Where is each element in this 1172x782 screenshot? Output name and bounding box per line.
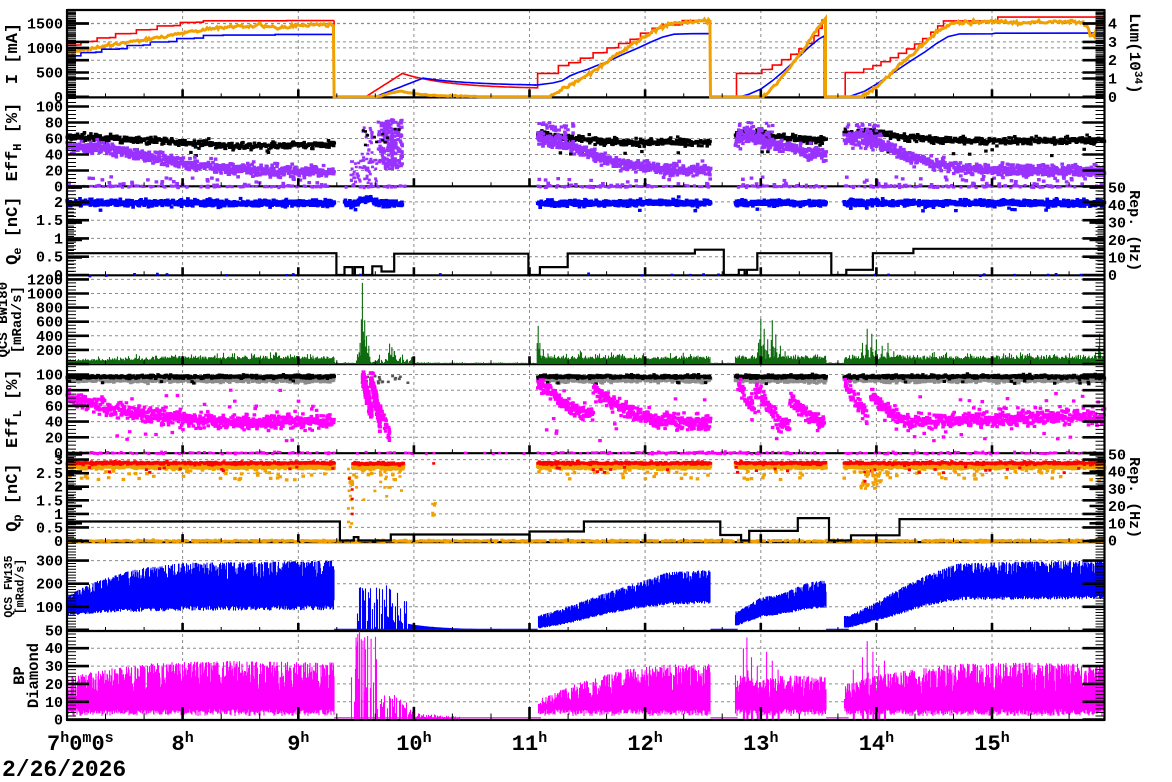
svg-text:20: 20 <box>1108 499 1126 516</box>
svg-text:0.5: 0.5 <box>36 520 63 537</box>
svg-text:40: 40 <box>45 641 63 658</box>
svg-text:[mRad/s]: [mRad/s] <box>15 559 28 614</box>
svg-text:40: 40 <box>45 415 63 432</box>
svg-text:0: 0 <box>1108 534 1117 551</box>
svg-text:500: 500 <box>36 66 63 83</box>
svg-text:Diamond: Diamond <box>25 643 43 708</box>
svg-text:2/26/2026: 2/26/2026 <box>2 757 126 782</box>
svg-text:3: 3 <box>54 453 63 470</box>
svg-text:QCS BW180: QCS BW180 <box>0 282 12 358</box>
svg-text:600: 600 <box>36 315 63 332</box>
svg-text:200: 200 <box>36 577 63 594</box>
svg-text:80: 80 <box>45 383 63 400</box>
svg-text:0: 0 <box>54 534 63 551</box>
svg-text:20: 20 <box>1108 233 1126 250</box>
svg-text:1.5: 1.5 <box>36 213 63 230</box>
svg-text:1500: 1500 <box>27 16 63 33</box>
svg-text:30: 30 <box>1108 216 1126 233</box>
svg-text:50: 50 <box>1108 447 1126 464</box>
svg-text:4: 4 <box>1108 17 1117 34</box>
svg-text:1: 1 <box>54 231 63 248</box>
svg-text:30: 30 <box>1108 482 1126 499</box>
svg-text:100: 100 <box>36 100 63 117</box>
svg-text:10: 10 <box>1108 251 1126 268</box>
svg-text:0: 0 <box>54 713 63 730</box>
svg-text:1000: 1000 <box>27 41 63 58</box>
svg-text:40: 40 <box>45 148 63 165</box>
svg-text:0.5: 0.5 <box>36 250 63 267</box>
svg-text:100: 100 <box>36 368 63 385</box>
svg-text:Qp [nC]: Qp [nC] <box>4 463 25 531</box>
svg-text:3: 3 <box>1108 35 1117 52</box>
svg-text:2.5: 2.5 <box>36 466 63 483</box>
svg-text:0: 0 <box>54 446 63 463</box>
svg-text:40: 40 <box>1108 465 1126 482</box>
svg-text:I [mA]: I [mA] <box>4 23 23 84</box>
svg-text:QCS FW135: QCS FW135 <box>3 555 16 617</box>
svg-text:30: 30 <box>45 659 63 676</box>
svg-text:60: 60 <box>45 132 63 149</box>
svg-text:2: 2 <box>54 480 63 497</box>
svg-text:0: 0 <box>1108 90 1117 107</box>
svg-text:EffL [%]: EffL [%] <box>4 369 25 448</box>
svg-text:1000: 1000 <box>27 287 63 304</box>
svg-text:1: 1 <box>54 507 63 524</box>
svg-text:0: 0 <box>54 90 63 107</box>
svg-text:300: 300 <box>36 554 63 571</box>
svg-text:1200: 1200 <box>27 272 63 289</box>
svg-text:Rep. (Hz): Rep. (Hz) <box>1125 190 1142 271</box>
svg-text:200: 200 <box>36 343 63 360</box>
svg-text:400: 400 <box>36 329 63 346</box>
svg-text:80: 80 <box>45 116 63 133</box>
svg-text:10: 10 <box>1108 516 1126 533</box>
svg-text:[mRad/s]: [mRad/s] <box>10 286 26 353</box>
svg-text:2: 2 <box>1108 53 1117 70</box>
svg-text:10h: 10h <box>396 730 431 757</box>
svg-text:0: 0 <box>54 180 63 197</box>
svg-text:1.5: 1.5 <box>36 493 63 510</box>
svg-text:40: 40 <box>1108 198 1126 215</box>
svg-text:Qe [nC]: Qe [nC] <box>4 196 25 264</box>
svg-text:60: 60 <box>45 399 63 416</box>
svg-text:EffH [%]: EffH [%] <box>4 103 25 182</box>
svg-text:50: 50 <box>1108 181 1126 198</box>
svg-text:Rep. (Hz): Rep. (Hz) <box>1125 457 1142 538</box>
svg-text:2: 2 <box>54 195 63 212</box>
svg-text:50: 50 <box>45 623 63 640</box>
svg-text:7h0m0s: 7h0m0s <box>47 730 114 757</box>
svg-text:10: 10 <box>45 695 63 712</box>
svg-text:20: 20 <box>45 677 63 694</box>
svg-text:20: 20 <box>45 430 63 447</box>
svg-text:20: 20 <box>45 164 63 181</box>
svg-text:0: 0 <box>1108 268 1117 285</box>
svg-text:1: 1 <box>1108 72 1117 89</box>
svg-text:BP: BP <box>11 666 29 685</box>
svg-text:0: 0 <box>54 268 63 285</box>
svg-text:100: 100 <box>36 600 63 617</box>
svg-text:800: 800 <box>36 301 63 318</box>
